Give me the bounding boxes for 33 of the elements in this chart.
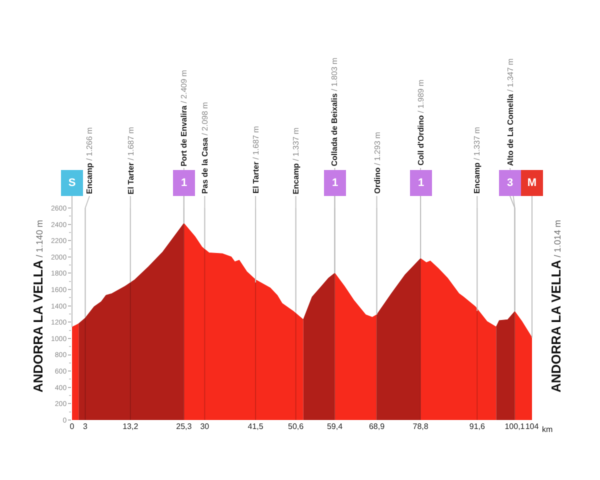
x-tick-label: 59,4 (326, 422, 344, 431)
annotation: Collada de Beixalis / 1.803 m (330, 57, 340, 166)
annotation: Encamp / 1.337 m (291, 127, 300, 194)
x-tick-label: 25,3 (176, 422, 192, 431)
annotation: 1 (332, 177, 338, 189)
annotation: Ordino / 1.293 m (372, 132, 382, 194)
annotation: 1 (418, 177, 424, 189)
x-tick-label: 30 (200, 422, 210, 431)
x-tick-label: 91,6 (469, 422, 486, 431)
annotation: Alto de La Comella / 1.347 m (506, 58, 515, 166)
text: ANDORRA LA VELLA / 1.140 m (30, 220, 46, 392)
annotation: Pas de la Casa / 2.098 m (200, 102, 210, 194)
text: S (68, 177, 76, 189)
x-tick-label: 78,8 (412, 422, 429, 431)
annotation: El Tarter / 1.687 m (252, 126, 261, 194)
x-axis-title: km (542, 425, 553, 434)
x-tick-label: 50,6 (288, 422, 304, 431)
x-tick-label: 0 (70, 422, 75, 431)
x-tick-label: 3 (83, 422, 88, 431)
annotation: Coll d'Ordino / 1.989 m (416, 79, 426, 166)
x-tick-label: 13,2 (122, 422, 139, 431)
text: M (527, 177, 537, 189)
x-tick-label: 100,1 (504, 422, 526, 431)
x-tick-label: 104 (525, 422, 540, 431)
annotation: Encamp / 1.266 m (85, 126, 94, 194)
annotation: El Tarter / 1.687 m (126, 126, 136, 194)
annotation: Encamp / 1.337 m (472, 126, 482, 194)
x-tick-label: 68,9 (368, 422, 386, 431)
x-tick-label: 41,5 (248, 422, 264, 431)
annotation: 3 (506, 177, 514, 189)
annotation: 1 (180, 177, 188, 189)
text: ANDORRA LA VELLA / 1.014 m (548, 220, 564, 392)
annotation: Port de Envalira / 2.409 m (179, 70, 188, 166)
